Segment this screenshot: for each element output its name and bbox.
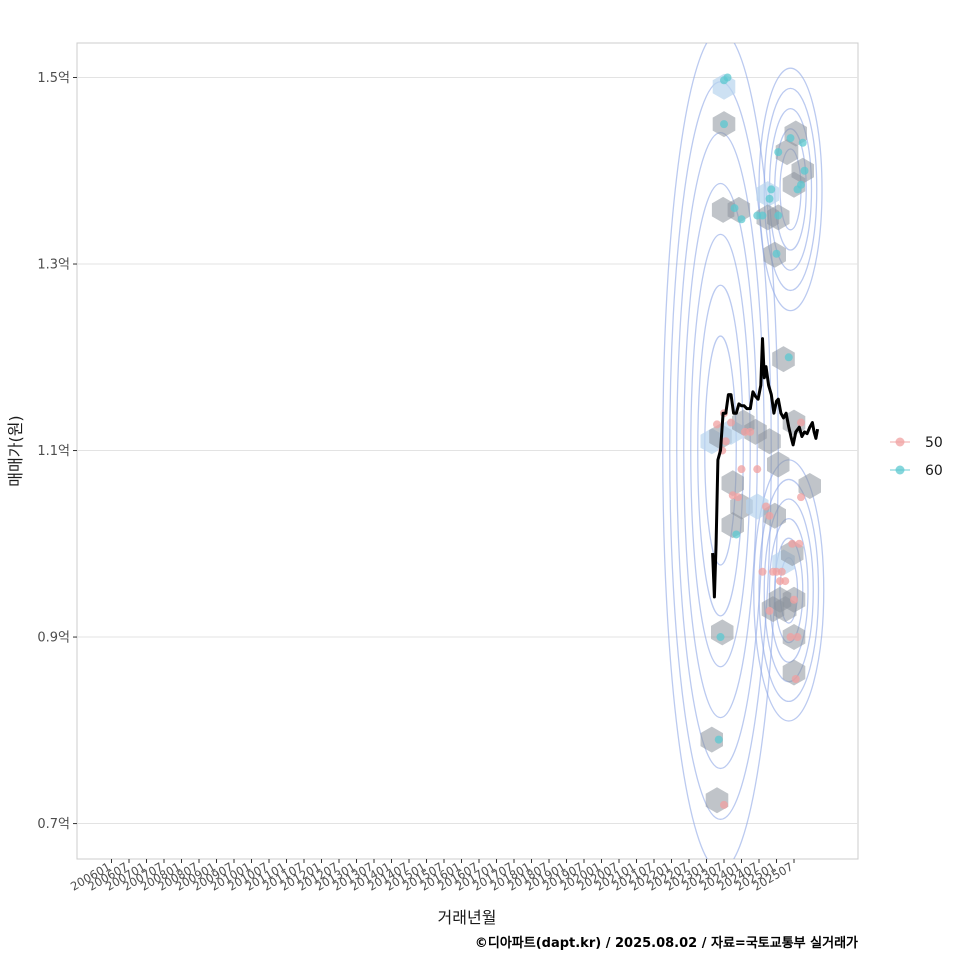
point-50-7: [734, 493, 742, 502]
point-60-8: [767, 185, 776, 194]
y-axis-title: 매매가(원): [6, 415, 25, 486]
point-60-7: [765, 194, 774, 203]
legend-label-60: 60: [925, 463, 943, 479]
y-tick-label-1: 0.9억: [37, 631, 70, 646]
point-50-0: [713, 420, 721, 429]
point-50-24: [791, 675, 800, 684]
point-60-1: [723, 73, 732, 82]
point-50-11: [762, 502, 770, 511]
hexbin-35: [700, 726, 723, 753]
point-50-27: [765, 606, 774, 615]
contour-0-6: [662, 43, 779, 859]
point-50-10: [753, 465, 762, 474]
point-60-14: [797, 180, 805, 189]
hexbin-3: [727, 196, 751, 223]
hexbin-19: [758, 428, 781, 455]
hexbin-layer: [700, 73, 821, 814]
point-50-20: [795, 539, 804, 548]
point-60-6: [758, 211, 767, 220]
point-50-19: [788, 539, 797, 548]
trend-layer: [711, 337, 820, 599]
legend-swatch-50: [895, 437, 905, 447]
point-50-17: [781, 577, 790, 586]
source-caption: ©디아파트(dapt.kr) / 2025.08.02 / 자료=국토교통부 실…: [475, 935, 858, 951]
trend-line-monthly-average: [711, 337, 820, 599]
legend-swatch-60: [895, 465, 905, 475]
point-50-5: [737, 465, 746, 474]
hexbin-20: [767, 451, 790, 478]
scatter-points: [713, 73, 809, 809]
point-50-4: [727, 418, 735, 427]
point-60-11: [774, 148, 783, 157]
point-50-26: [797, 418, 805, 427]
point-60-3: [730, 204, 739, 213]
hexbin-12: [772, 346, 795, 373]
hexbin-8: [775, 139, 799, 166]
point-60-18: [716, 633, 725, 642]
point-50-28: [720, 800, 728, 809]
point-60-10: [772, 249, 781, 258]
point-60-12: [786, 134, 795, 143]
point-50-3: [721, 437, 730, 446]
point-60-16: [800, 166, 809, 175]
y-axis: 0.7억 0.9억 1.1억 1.3억 1.5억: [37, 71, 77, 832]
contour-2-2: [768, 517, 809, 663]
point-60-20: [732, 530, 741, 539]
legend-label-50: 50: [925, 435, 943, 451]
contour-0-1: [697, 284, 744, 617]
point-50-18: [777, 567, 786, 576]
point-50-12: [765, 511, 774, 520]
point-50-22: [793, 633, 802, 642]
legend: 50 60: [890, 435, 943, 479]
hexbin-24: [763, 502, 786, 529]
y-tick-label-2: 1.1억: [37, 444, 70, 459]
point-60-9: [774, 211, 783, 220]
contour-2-4: [758, 478, 820, 703]
point-60-19: [714, 735, 723, 744]
point-50-23: [790, 595, 798, 604]
point-50-25: [797, 493, 805, 502]
hexbin-33: [711, 619, 734, 646]
y-tick-label-4: 1.5억: [37, 71, 70, 86]
contour-0-2: [690, 233, 751, 668]
x-axis-title: 거래년월: [438, 908, 497, 927]
point-50-9: [746, 427, 755, 436]
hexbin-23: [746, 493, 769, 520]
point-50-21: [786, 633, 795, 642]
hexbin-37: [798, 473, 821, 499]
point-60-17: [784, 353, 793, 362]
hexbin-21: [721, 470, 744, 497]
y-tick-label-3: 1.3억: [37, 258, 70, 273]
point-60-2: [720, 120, 728, 129]
contour-0-0: [704, 335, 737, 566]
point-60-15: [798, 138, 807, 147]
y-tick-label-0: 0.7억: [37, 817, 70, 832]
point-50-13: [758, 567, 767, 576]
point-60-4: [737, 215, 746, 224]
contour-0-3: [683, 182, 758, 719]
